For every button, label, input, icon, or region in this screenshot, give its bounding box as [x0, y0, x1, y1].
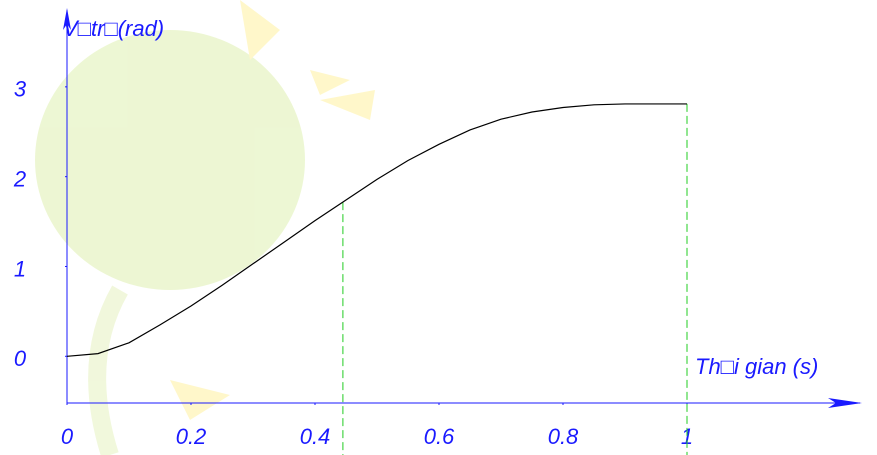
ray: [170, 380, 230, 420]
x-tick-label: 0.2: [176, 424, 207, 449]
y-axis-label: V□tr□(rad): [63, 16, 164, 41]
chart: V□tr□(rad) Th□i gian (s) 0 1 2 3 0 0.2 0.4 0.6 0…: [0, 0, 877, 455]
x-axis-label: Th□i gian (s): [695, 354, 818, 379]
y-tick-label: 3: [14, 77, 27, 102]
x-tick-label: 0: [61, 424, 74, 449]
ray: [310, 70, 350, 95]
y-tick-label: 1: [14, 256, 26, 281]
watermark: [35, 0, 375, 455]
y-tick-label: 0: [14, 346, 27, 371]
x-tick-label: 0.6: [424, 424, 455, 449]
ray: [320, 90, 375, 120]
ray: [240, 0, 280, 60]
x-tick-label: 0.8: [548, 424, 579, 449]
y-tick-label: 2: [13, 166, 26, 191]
x-tick-label: 0.4: [300, 424, 331, 449]
balloon-string: [97, 290, 120, 455]
balloon: [35, 30, 305, 290]
